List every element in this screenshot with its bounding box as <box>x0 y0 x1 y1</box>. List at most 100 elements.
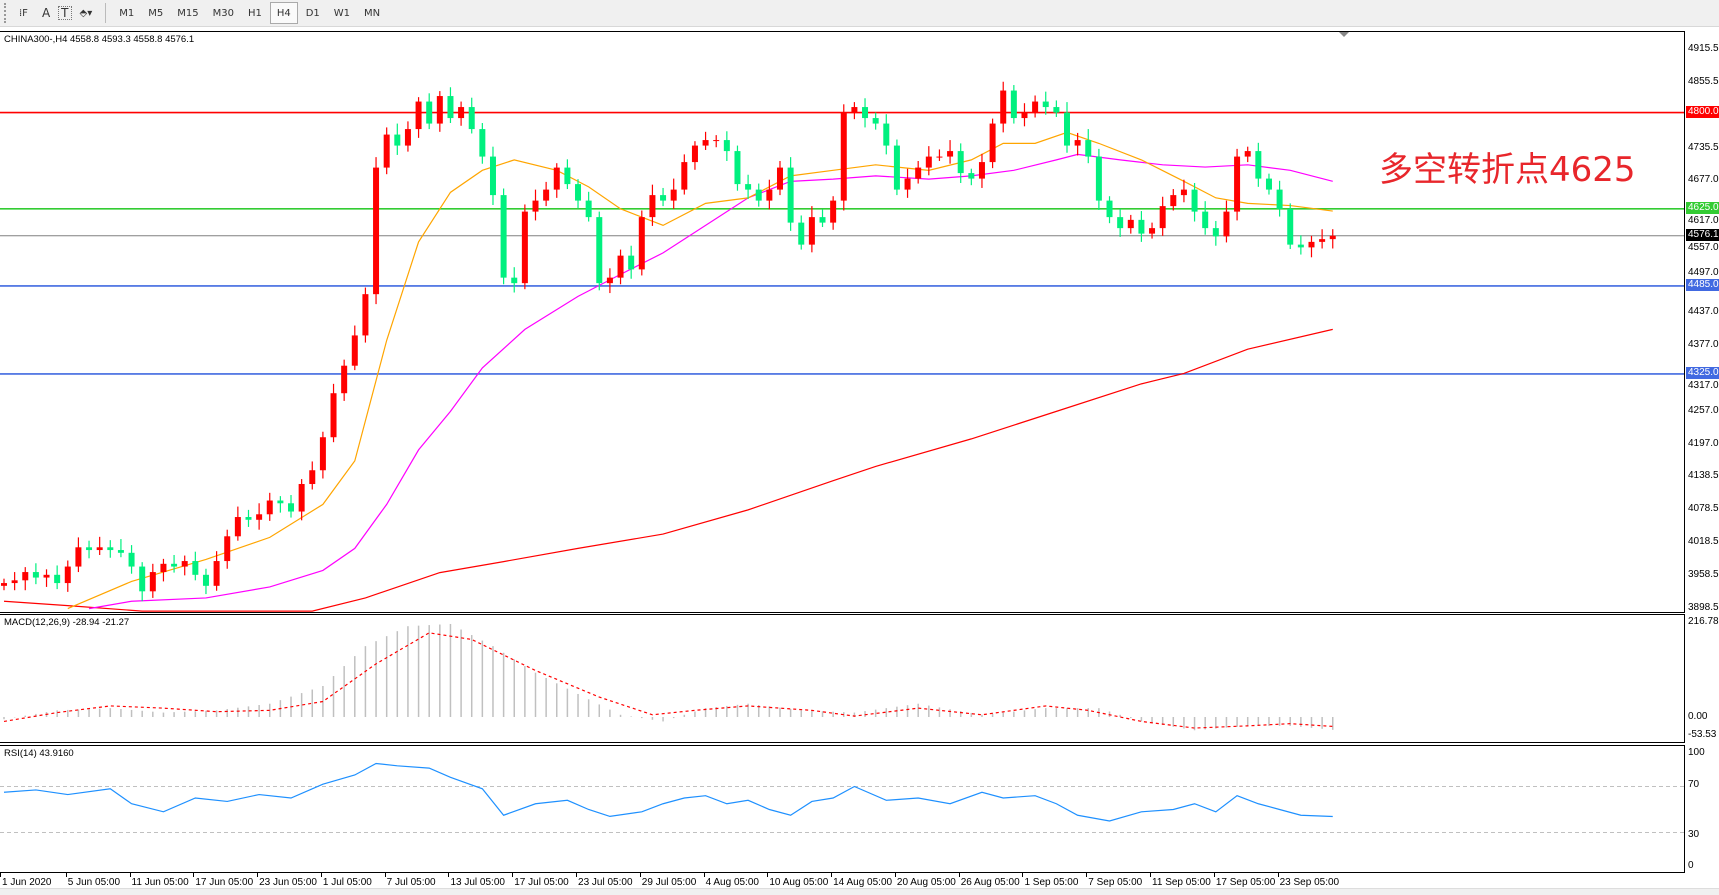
price-level-tag: 4625.0 <box>1686 201 1719 214</box>
price-tick-label: 4197.0 <box>1688 437 1719 449</box>
candle <box>245 517 252 520</box>
candle <box>1127 219 1134 229</box>
candle <box>564 167 571 185</box>
candle <box>596 217 603 284</box>
time-tick <box>193 873 195 877</box>
candle <box>181 561 188 567</box>
macd-window[interactable]: MACD(12,26,9) -28.94 -21.27 <box>0 614 1685 743</box>
timeframe-h1-button[interactable]: H1 <box>247 7 262 19</box>
time-tick-label: 17 Jun 05:00 <box>195 877 254 888</box>
candle <box>893 145 900 190</box>
candle <box>288 503 295 512</box>
candle <box>1212 228 1219 237</box>
time-tick-label: 7 Jul 05:00 <box>386 877 436 888</box>
price-level-tag: 4325.0 <box>1686 366 1719 379</box>
price-level-tag: 4576.1 <box>1686 228 1719 241</box>
time-tick <box>1022 873 1024 877</box>
price-tick-label: 4377.0 <box>1688 338 1719 350</box>
chart-shift-marker-icon <box>1339 32 1349 37</box>
candle <box>1085 140 1092 157</box>
time-tick <box>703 873 705 877</box>
candle <box>64 566 71 584</box>
candle <box>117 550 124 553</box>
toolbar-grip[interactable] <box>4 3 8 23</box>
candle <box>830 200 837 223</box>
timeframe-d1-button[interactable]: D1 <box>305 7 320 19</box>
candle <box>1276 189 1283 209</box>
price-tick-label: 4437.0 <box>1688 305 1719 317</box>
candle <box>1042 101 1049 108</box>
candle <box>776 167 783 190</box>
candle <box>936 156 943 158</box>
timeframe-h4-button[interactable]: H4 <box>269 2 298 24</box>
text-tool-icon[interactable]: A <box>41 6 51 20</box>
candle <box>500 195 507 278</box>
price-tick-label: 4735.5 <box>1688 141 1719 153</box>
time-tick <box>1213 873 1215 877</box>
candle <box>1265 178 1272 190</box>
time-tick <box>448 873 450 877</box>
candle <box>521 211 528 284</box>
candle <box>192 561 199 575</box>
main-chart-window[interactable]: CHINA300-,H4 4558.8 4593.3 4558.8 4576.1 <box>0 31 1685 613</box>
arrows-tool-icon[interactable]: ⬘▾ <box>79 7 93 19</box>
time-tick <box>1086 873 1088 877</box>
price-tick-label: 4855.5 <box>1688 75 1719 87</box>
candle <box>585 200 592 218</box>
timeframe-m1-button[interactable]: M1 <box>119 7 135 19</box>
candle <box>213 561 220 586</box>
candle <box>1308 241 1315 248</box>
text-label-tool-icon[interactable]: T <box>58 6 72 20</box>
period-separator-icon[interactable]: ⁞F <box>19 7 28 19</box>
candle <box>1255 151 1262 179</box>
rsi-window[interactable]: RSI(14) 43.9160 <box>0 745 1685 873</box>
candle <box>1180 189 1187 196</box>
time-tick-label: 11 Sep 05:00 <box>1152 877 1211 888</box>
candle <box>139 566 146 592</box>
candle <box>256 514 263 520</box>
annotation-text: 多空转折点4625 <box>1379 150 1636 190</box>
candle <box>86 547 93 551</box>
timeframe-mn-button[interactable]: MN <box>364 7 381 19</box>
timeframe-m15-button[interactable]: M15 <box>177 7 199 19</box>
time-tick <box>1277 873 1279 877</box>
time-tick-label: 23 Jun 05:00 <box>259 877 317 888</box>
candle <box>1191 189 1198 212</box>
candle <box>234 517 241 537</box>
candle <box>872 118 879 124</box>
candle <box>851 107 858 113</box>
candle <box>543 189 550 201</box>
price-level-tag: 4485.0 <box>1686 278 1719 291</box>
candle <box>1117 217 1124 229</box>
candle <box>1149 228 1156 234</box>
rsi-tick-label: 30 <box>1688 828 1700 840</box>
candle <box>1159 206 1166 229</box>
candle <box>351 335 358 366</box>
macd-chart <box>3 623 1334 731</box>
price-level-tag: 4800.0 <box>1686 105 1719 118</box>
candle <box>22 572 29 581</box>
candle <box>107 547 114 551</box>
candle <box>319 437 326 471</box>
candle <box>1095 156 1102 201</box>
timeframe-m5-button[interactable]: M5 <box>148 7 164 19</box>
time-tick-label: 23 Jul 05:00 <box>578 877 633 888</box>
candle <box>266 500 273 515</box>
candle <box>373 167 380 295</box>
time-tick <box>831 873 833 877</box>
timeframe-m30-button[interactable]: M30 <box>212 7 234 19</box>
candle <box>330 393 337 438</box>
candle <box>436 96 443 124</box>
chart-toolbar: ⁞F A T ⬘▾ M1 M5 M15 M30 H1 H4 D1 W1 MN <box>0 0 1719 27</box>
candle <box>362 294 369 336</box>
time-tick <box>257 873 259 877</box>
candle <box>1329 235 1336 240</box>
timeframe-w1-button[interactable]: W1 <box>333 7 351 19</box>
time-tick-label: 1 Sep 05:00 <box>1024 877 1079 888</box>
candle <box>766 189 773 201</box>
time-tick <box>767 873 769 877</box>
candle <box>628 255 635 270</box>
price-chart[interactable] <box>0 32 1685 613</box>
candle <box>808 217 815 245</box>
candle <box>468 107 475 130</box>
